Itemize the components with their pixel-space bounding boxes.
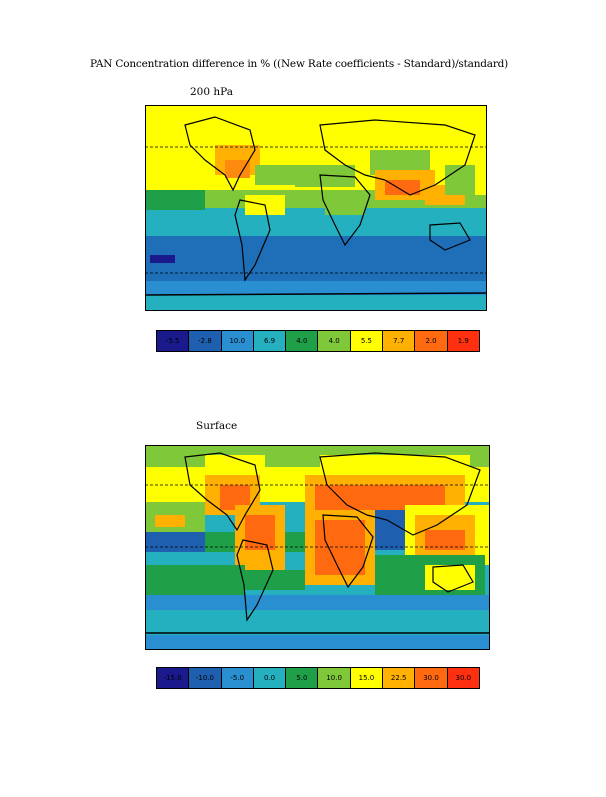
legend-cell: 2.0 xyxy=(415,331,448,351)
legend-cell: -5.0 xyxy=(221,668,254,688)
legend-cell: -2.8 xyxy=(189,331,222,351)
figure-title: PAN Concentration difference in % ((New … xyxy=(90,58,509,70)
legend-cell: -15.0 xyxy=(157,668,190,688)
legend-cell: 10.0 xyxy=(318,668,351,688)
legend-cell: 4.0 xyxy=(286,331,319,351)
map-surface-plot xyxy=(145,445,490,650)
colorbar-surface: -15.0 -10.0 -5.0 0.0 5.0 10.0 15.0 22.5 … xyxy=(156,667,480,689)
legend-cell: 10.0 xyxy=(221,331,254,351)
legend-cell: 22.5 xyxy=(383,668,416,688)
legend-cell: 5.0 xyxy=(286,668,319,688)
legend-cell: -5.5 xyxy=(157,331,190,351)
legend-cell: 6.9 xyxy=(253,331,287,351)
panel-label-surface: Surface xyxy=(196,420,238,432)
legend-cell: 5.5 xyxy=(350,331,384,351)
legend-cell: 30.0 xyxy=(415,668,448,688)
legend-cell: 1.9 xyxy=(447,331,479,351)
legend-cell: -10.0 xyxy=(189,668,222,688)
legend-cell: 15.0 xyxy=(350,668,384,688)
map-surface xyxy=(145,445,490,650)
legend-cell: 7.7 xyxy=(383,331,416,351)
legend-cell: 0.0 xyxy=(253,668,287,688)
panel-label-200hpa: 200 hPa xyxy=(190,86,233,98)
map-200hpa-plot xyxy=(145,105,487,311)
legend-cell: 4.0 xyxy=(318,331,351,351)
colorbar-200hpa: -5.5 -2.8 10.0 6.9 4.0 4.0 5.5 7.7 2.0 1… xyxy=(156,330,480,352)
legend-cell: 30.0 xyxy=(447,668,479,688)
map-200hpa xyxy=(145,105,487,311)
